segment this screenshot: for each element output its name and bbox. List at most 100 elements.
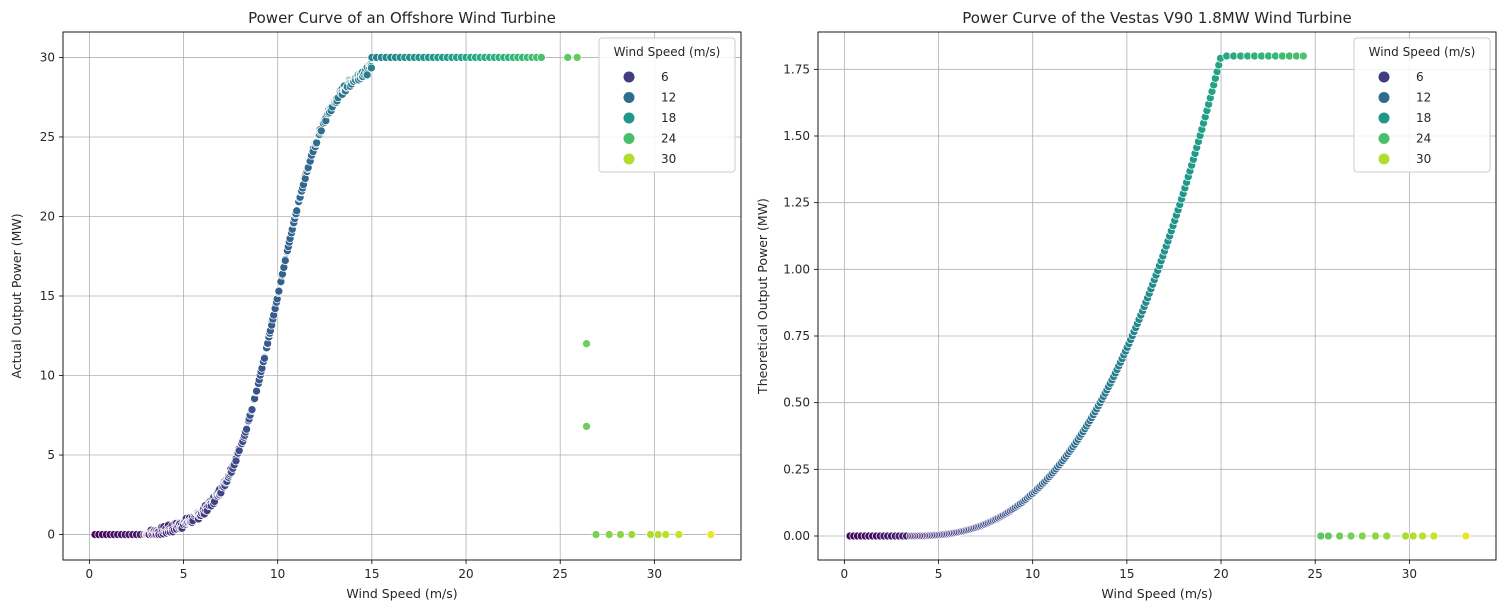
x-axis-label: Wind Speed (m/s) (1101, 586, 1212, 601)
x-tick-label: 5 (180, 567, 188, 581)
data-point (242, 424, 251, 434)
data-point (591, 530, 601, 539)
data-point (247, 405, 257, 414)
legend-label: 12 (661, 91, 676, 105)
y-tick-label: 0.25 (783, 462, 810, 476)
x-tick-label: 10 (270, 567, 285, 581)
legend-marker (1378, 92, 1390, 103)
chart-title: Power Curve of an Offshore Wind Turbine (248, 9, 556, 27)
x-tick-label: 20 (458, 567, 473, 581)
legend-label: 30 (661, 152, 676, 166)
data-point (1346, 531, 1356, 541)
data-point (367, 63, 376, 73)
data-point (1324, 531, 1333, 541)
legend-label: 6 (1416, 70, 1424, 84)
chart-panel-vestas: 0 5 10 15 20 25 30 0.00 0.25 0.50 0.75 1.00 1.25 1.50… (755, 9, 1497, 601)
data-point (661, 530, 671, 539)
y-tick-label: 0.00 (783, 529, 810, 543)
data-point (231, 456, 241, 466)
data-point (563, 53, 573, 62)
legend-label: 18 (661, 111, 676, 125)
y-axis-label: Actual Output Power (MW) (9, 213, 24, 378)
legend-marker (1378, 133, 1390, 144)
x-tick-label: 5 (935, 567, 943, 581)
legend-marker (623, 112, 635, 124)
legend-marker (623, 71, 635, 83)
data-point (1408, 531, 1418, 541)
y-tick-label: 10 (40, 369, 55, 383)
chart-title: Power Curve of the Vestas V90 1.8MW Wind… (962, 9, 1352, 27)
legend-label: 24 (1416, 132, 1431, 146)
y-tick-label: 20 (40, 209, 55, 223)
legend-marker (1378, 153, 1390, 165)
data-point (572, 53, 582, 62)
y-tick-label: 1.75 (783, 62, 810, 76)
data-point (653, 530, 663, 539)
data-point (582, 339, 591, 349)
legend-label: 12 (1416, 91, 1431, 105)
data-point (1461, 531, 1471, 541)
legend-marker (623, 153, 635, 165)
data-point (582, 422, 591, 431)
x-tick-label: 0 (86, 567, 94, 581)
data-point (362, 70, 372, 80)
y-tick-label: 1.25 (783, 196, 810, 210)
data-point (1335, 531, 1345, 541)
y-tick-label: 0.75 (783, 329, 810, 343)
legend: Wind Speed (m/s) 6 12 18 24 30 (598, 37, 736, 173)
x-tick-label: 15 (364, 567, 379, 581)
legend-label: 6 (661, 70, 669, 84)
data-point (1371, 531, 1380, 541)
legend-label: 24 (661, 132, 676, 146)
data-point (260, 353, 269, 363)
legend-marker (1378, 71, 1390, 83)
legend-label: 30 (1416, 152, 1431, 166)
data-point (537, 53, 546, 62)
y-axis-label: Theoretical Output Power (MW) (755, 198, 770, 395)
y-tick-label: 0 (47, 528, 55, 542)
data-point (1357, 531, 1367, 541)
data-point (1316, 531, 1326, 541)
legend-marker (623, 133, 635, 144)
data-point (292, 206, 302, 216)
data-point (252, 386, 261, 396)
legend-title: Wind Speed (m/s) (1369, 45, 1476, 59)
y-tick-label: 5 (47, 448, 55, 462)
scatter-points (845, 51, 1471, 541)
data-point (1298, 51, 1308, 61)
x-tick-label: 25 (553, 567, 568, 581)
plot-frame (817, 31, 1497, 561)
data-point (312, 138, 321, 148)
chart-panel-offshore: 0 5 10 15 20 25 30 0 5 10 15 20 25 30 Power Curve of a… (9, 9, 742, 601)
data-point (1429, 531, 1439, 541)
x-tick-label: 30 (1402, 567, 1417, 581)
y-tick-label: 0.50 (783, 396, 810, 410)
x-tick-label: 30 (647, 567, 662, 581)
data-point (274, 286, 284, 296)
data-point (1418, 531, 1427, 541)
y-tick-label: 30 (40, 50, 55, 64)
data-point (316, 126, 326, 136)
x-axis-label: Wind Speed (m/s) (346, 586, 457, 601)
y-tick-label: 25 (40, 130, 55, 144)
data-point (627, 530, 637, 539)
x-tick-label: 25 (1308, 567, 1323, 581)
data-point (280, 256, 290, 265)
x-tick-label: 15 (1119, 567, 1134, 581)
data-point (616, 530, 625, 539)
data-point (706, 530, 716, 539)
data-point (604, 530, 614, 539)
data-point (1401, 531, 1410, 541)
legend-marker (1378, 112, 1390, 124)
x-tick-label: 20 (1213, 567, 1228, 581)
legend: Wind Speed (m/s) 6 12 18 24 30 (1353, 37, 1491, 173)
data-point (1382, 531, 1392, 541)
legend-title: Wind Speed (m/s) (614, 45, 721, 59)
legend-label: 18 (1416, 111, 1431, 125)
data-point (674, 530, 684, 539)
x-tick-label: 10 (1025, 567, 1040, 581)
y-tick-label: 15 (40, 289, 55, 303)
x-tick-label: 0 (841, 567, 849, 581)
y-tick-label: 1.00 (783, 262, 810, 276)
